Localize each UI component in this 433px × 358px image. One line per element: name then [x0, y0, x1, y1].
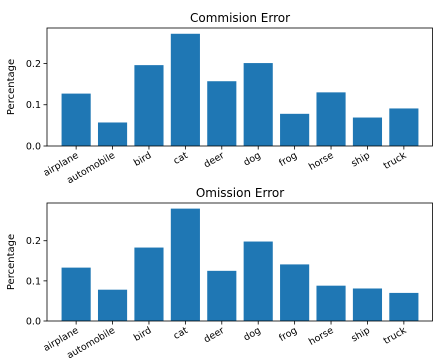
bar-horse [316, 285, 346, 321]
x-tick-label: frog [277, 325, 299, 344]
y-tick-label: 0.2 [26, 59, 41, 70]
x-tick-label: cat [172, 150, 191, 167]
chart-panel-1: Commision ErrorPercentageairplaneautomob… [6, 11, 433, 186]
bar-bird [134, 65, 164, 146]
x-tick-label: ship [349, 325, 372, 344]
y-axis-label: Percentage [6, 59, 17, 115]
bar-dog [243, 241, 273, 321]
bar-deer [207, 81, 237, 146]
y-tick-label: 0.0 [26, 317, 41, 328]
x-tick-label: ship [349, 150, 372, 169]
bar-automobile [97, 122, 128, 146]
bar-dog [243, 63, 273, 146]
x-tick-label: bird [132, 325, 153, 344]
x-tick-label: truck [382, 150, 409, 172]
chart-title: Commision Error [190, 11, 290, 25]
bar-automobile [97, 289, 128, 321]
bar-horse [316, 92, 346, 146]
x-tick-label: horse [307, 325, 336, 348]
bar-ship [352, 288, 383, 321]
y-tick-label: 0.1 [26, 276, 41, 287]
x-tick-label: dog [242, 325, 263, 343]
bar-truck [389, 108, 419, 146]
bar-deer [207, 270, 237, 321]
bar-frog [280, 113, 310, 146]
y-tick-label: 0.2 [26, 236, 41, 247]
x-tick-label: deer [202, 325, 226, 345]
x-tick-label: frog [277, 150, 299, 169]
chart-title: Omission Error [196, 186, 284, 200]
x-tick-label: horse [307, 150, 336, 173]
bar-airplane [61, 93, 91, 146]
x-tick-label: deer [202, 150, 226, 170]
bar-frog [280, 264, 310, 321]
x-tick-label: cat [172, 325, 191, 342]
bar-cat [170, 208, 200, 321]
bar-ship [352, 117, 383, 146]
y-tick-label: 0.0 [26, 142, 41, 153]
bar-cat [170, 33, 200, 146]
bar-truck [389, 292, 419, 321]
y-tick-label: 0.1 [26, 100, 41, 111]
x-tick-label: dog [242, 150, 263, 168]
x-tick-label: truck [382, 325, 409, 347]
x-tick-label: bird [132, 150, 153, 169]
y-axis-label: Percentage [6, 234, 17, 290]
bar-bird [134, 247, 164, 321]
chart-panel-2: Omission ErrorPercentageairplaneautomobi… [6, 186, 433, 358]
bar-airplane [61, 267, 91, 321]
